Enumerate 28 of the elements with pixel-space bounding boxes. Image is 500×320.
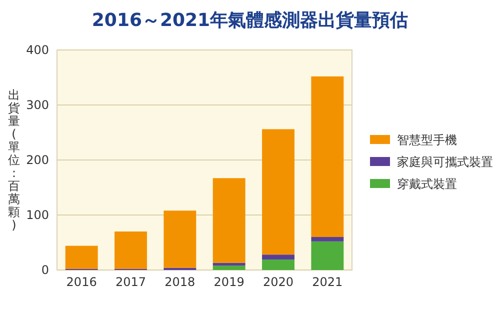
y-tick-label: 200 <box>26 153 49 167</box>
legend-label: 智慧型手機 <box>397 133 457 147</box>
x-tick-label: 2021 <box>312 275 343 289</box>
y-tick-label: 400 <box>26 43 49 57</box>
x-tick-label: 2019 <box>214 275 244 289</box>
chart-title: 2016～2021年氣體感測器出貨量預估 <box>92 10 408 31</box>
text: 出貨量(單位：百萬顆) <box>8 88 20 232</box>
bar <box>65 246 98 269</box>
x-tick-label: 2020 <box>262 275 294 289</box>
bar <box>164 210 196 268</box>
y-tick-label: 100 <box>26 208 49 222</box>
bar <box>311 76 344 237</box>
legend-label: 穿戴式裝置 <box>397 177 457 191</box>
bar <box>114 232 147 269</box>
x-tick-label: 2016 <box>66 275 97 289</box>
bar <box>262 254 294 260</box>
y-tick-label: 0 <box>41 263 49 277</box>
legend-label: 家庭與可攜式裝置 <box>397 155 493 169</box>
bar <box>262 260 294 270</box>
bar <box>212 262 246 266</box>
bar <box>212 178 246 263</box>
y-tick-label: 300 <box>26 98 49 112</box>
bar <box>311 237 344 242</box>
x-tick-label: 2018 <box>164 275 196 289</box>
bar <box>262 129 294 255</box>
x-tick-label: 2017 <box>115 275 146 289</box>
bar <box>311 241 344 270</box>
bar <box>212 266 246 270</box>
